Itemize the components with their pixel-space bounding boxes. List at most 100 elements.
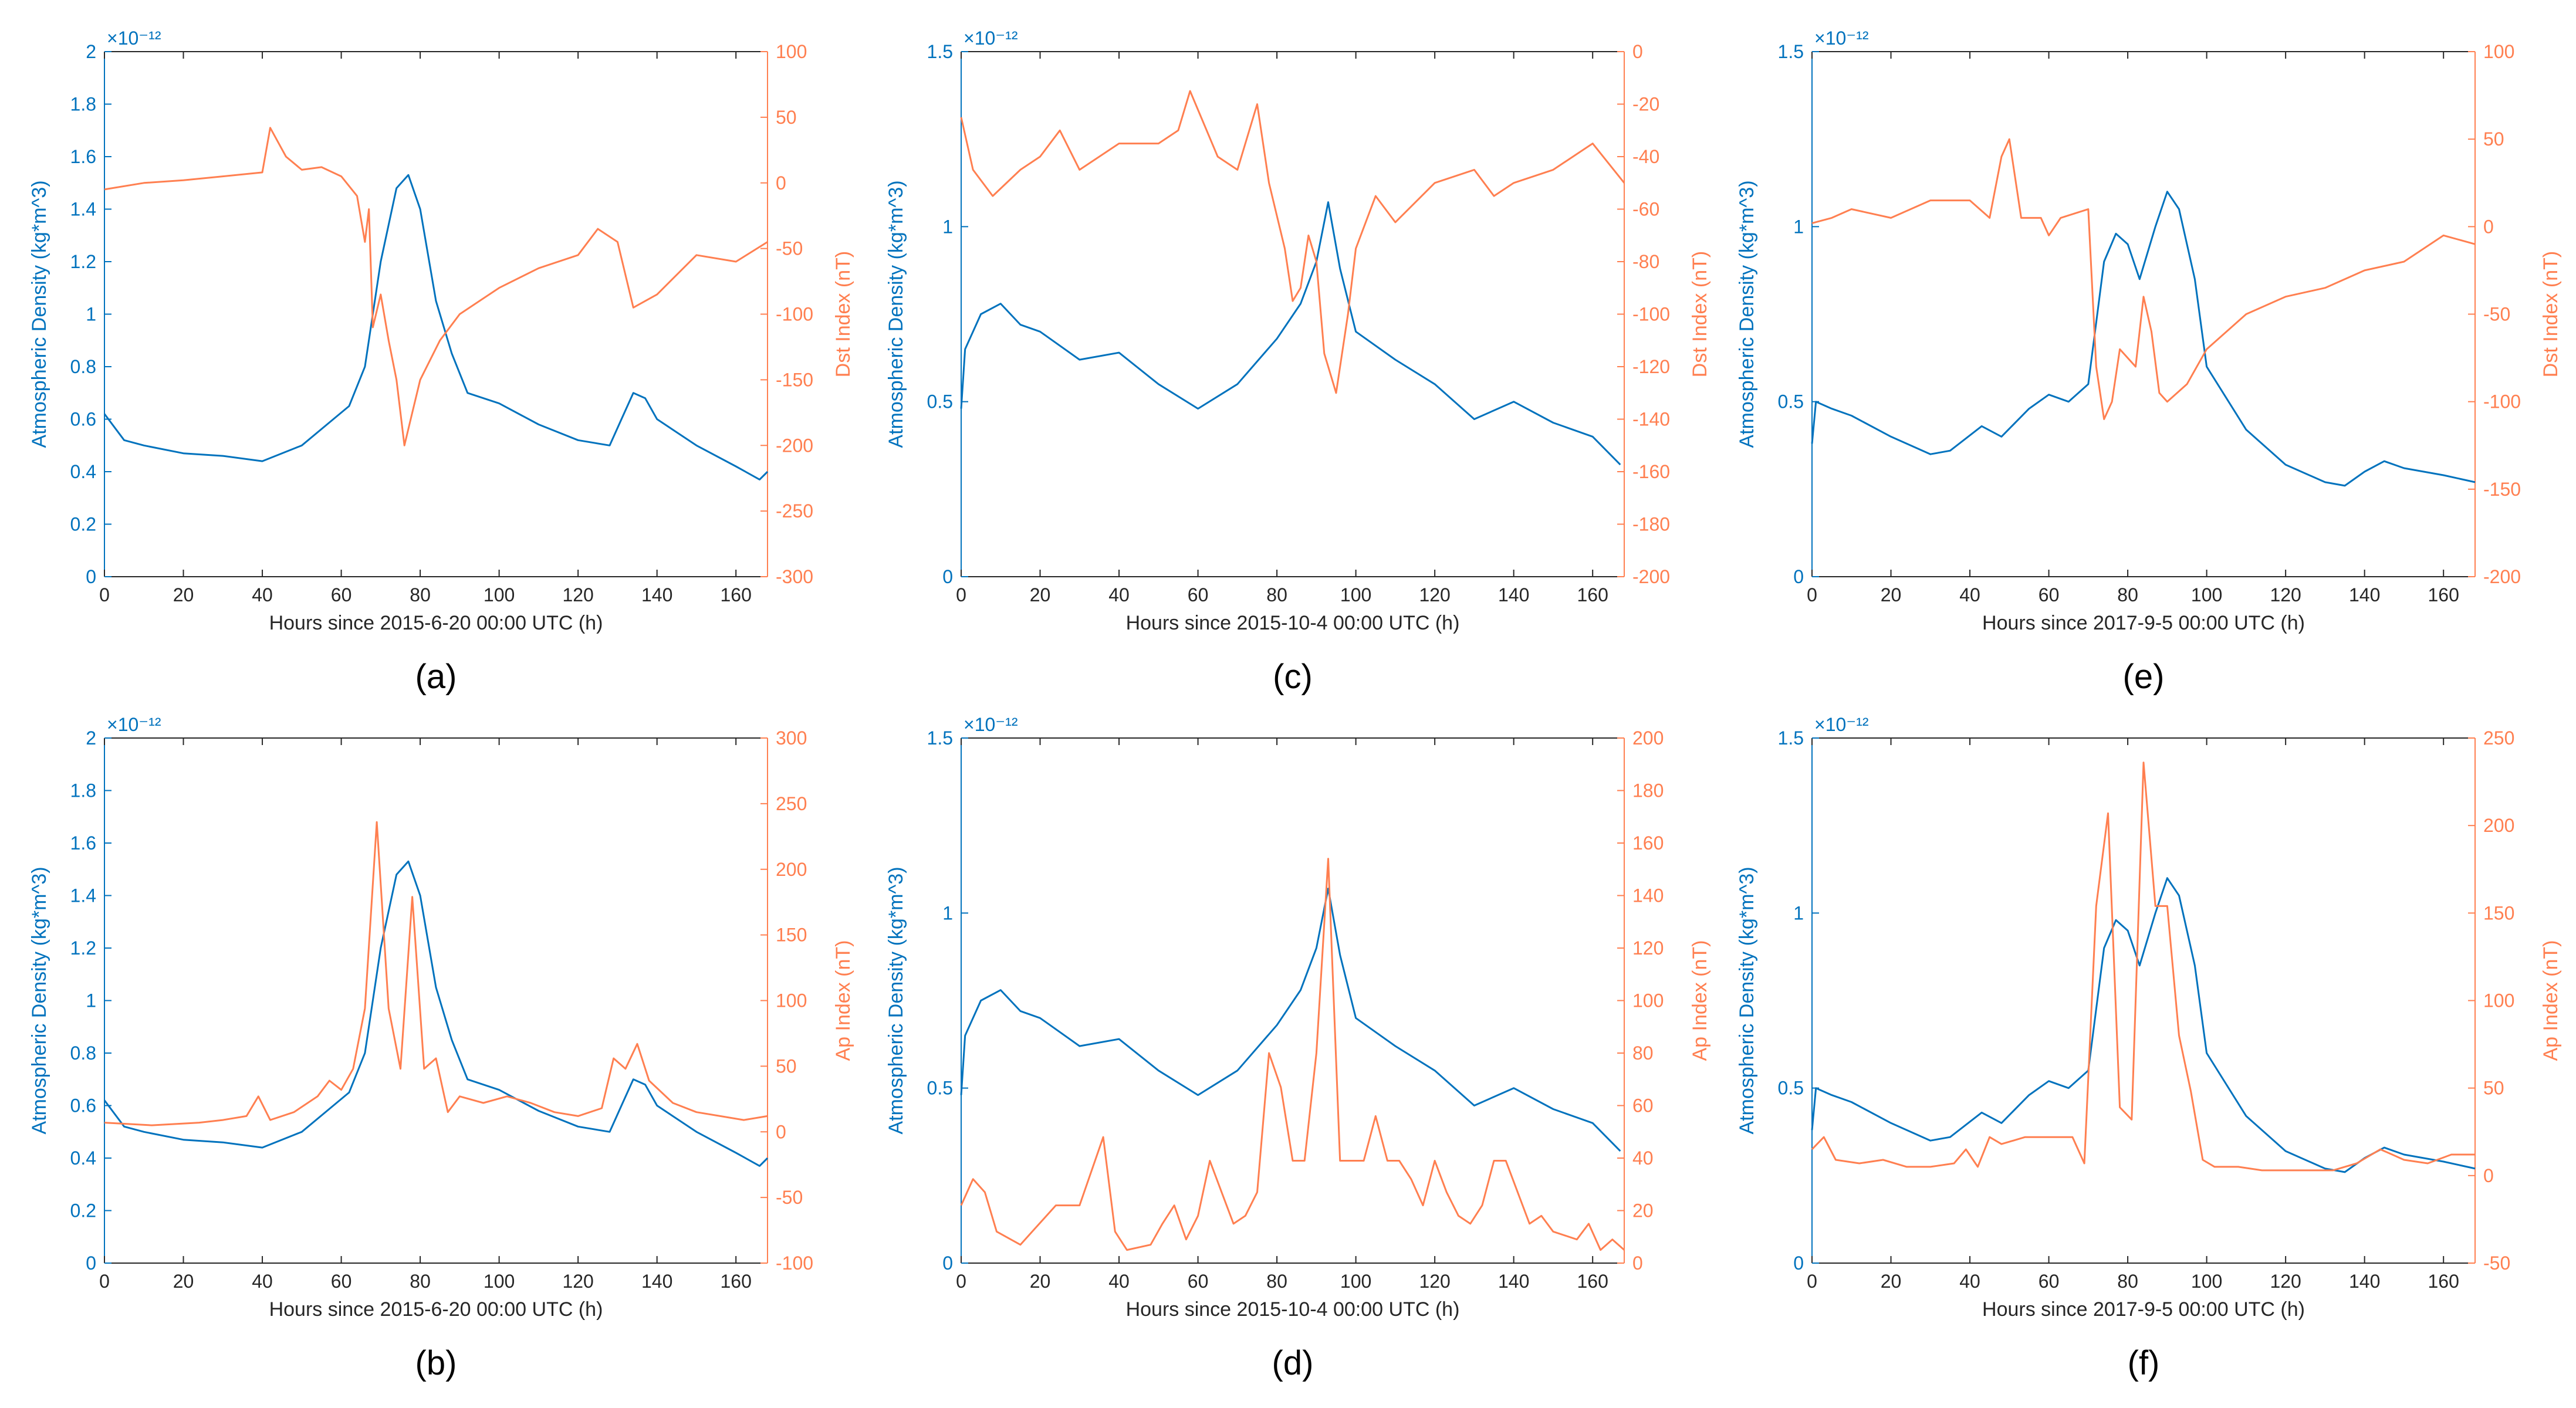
x-tick-label: 0 <box>956 1271 966 1292</box>
x-tick-label: 20 <box>1881 584 1902 605</box>
x-tick-label: 0 <box>99 1271 110 1292</box>
right-y-tick-label: 50 <box>776 1055 797 1077</box>
left-y-tick-label: 1 <box>1793 902 1804 923</box>
x-tick-label: 80 <box>2117 1271 2138 1292</box>
right-y-tick-label: 0 <box>776 172 786 194</box>
x-tick-label: 60 <box>1188 1271 1209 1292</box>
right-axis-label: Ap Index (nT) <box>2540 940 2562 1061</box>
x-tick-label: 120 <box>2270 1271 2301 1292</box>
panel-label: (f) <box>2128 1344 2160 1382</box>
right-y-tick-label: 150 <box>776 925 807 946</box>
x-tick-label: 120 <box>1419 1271 1450 1292</box>
index-series-line <box>960 858 1625 1251</box>
index-series-line <box>104 821 768 1126</box>
left-axis-exponent: ×10⁻¹² <box>107 714 161 735</box>
chart-b: 0 20 40 60 80 100 120 140 16000.20.40.60.811.21.… <box>28 714 854 1382</box>
left-y-tick-label: 0.8 <box>70 356 96 377</box>
density-series-line <box>103 174 769 480</box>
x-tick-label: 100 <box>1340 1271 1371 1292</box>
x-tick-label: 140 <box>1498 1271 1529 1292</box>
x-tick-label: 160 <box>2428 1271 2459 1292</box>
chart-f: 0 20 40 60 80 100 120 140 160 0 0.5 1 1.5 -50 0 50 100 15… <box>1736 714 2562 1382</box>
left-y-tick-label: 1 <box>86 304 96 325</box>
x-tick-label: 80 <box>2117 584 2138 605</box>
right-y-tick-label: 250 <box>776 793 807 814</box>
right-y-tick-label: 50 <box>2483 1078 2504 1099</box>
x-axis-label: Hours since 2015-10-4 00:00 UTC (h) <box>1126 612 1460 634</box>
right-y-tick-label: -20 <box>1632 94 1659 115</box>
right-y-tick-label: 100 <box>776 990 807 1011</box>
density-series-line <box>960 888 1621 1152</box>
x-tick-label: 100 <box>2191 584 2222 605</box>
left-y-tick-label: 0.5 <box>1778 391 1804 412</box>
x-tick-label: 140 <box>1498 584 1529 605</box>
x-tick-label: 40 <box>252 584 273 605</box>
left-y-tick-label: 0.5 <box>1778 1078 1804 1099</box>
x-tick-label: 0 <box>1807 584 1817 605</box>
right-y-tick-label: 0 <box>1632 1253 1643 1274</box>
left-axis-label: Atmospheric Density (kg*m^3) <box>28 180 50 448</box>
x-tick-label: 20 <box>1881 1271 1902 1292</box>
right-y-tick-label: -200 <box>2483 566 2521 587</box>
x-tick-label: 20 <box>173 584 194 605</box>
x-tick-label: 60 <box>331 1271 352 1292</box>
right-y-tick-label: 160 <box>1632 832 1664 854</box>
right-y-tick-label: 20 <box>1632 1200 1654 1221</box>
left-y-tick-label: 0.2 <box>70 514 96 535</box>
left-y-tick-label: 1.6 <box>70 832 96 854</box>
right-y-tick-label: -100 <box>776 1253 813 1274</box>
left-y-tick-label: 0.6 <box>70 409 96 430</box>
x-tick-label: 140 <box>2349 1271 2380 1292</box>
x-tick-label: 60 <box>331 584 352 605</box>
right-y-tick-label: 50 <box>776 107 797 128</box>
left-axis-label: Atmospheric Density (kg*m^3) <box>885 180 907 448</box>
right-y-tick-label: 0 <box>776 1121 786 1142</box>
left-y-tick-label: 1.5 <box>1778 41 1804 62</box>
x-tick-label: 160 <box>720 584 751 605</box>
x-tick-label: 100 <box>2191 1271 2222 1292</box>
right-y-tick-label: 100 <box>2483 41 2514 62</box>
left-y-tick-label: 0 <box>1793 1253 1804 1274</box>
x-tick-label: 140 <box>2349 584 2380 605</box>
x-axis-label: Hours since 2017-9-5 00:00 UTC (h) <box>1982 612 2305 634</box>
right-y-tick-label: -250 <box>776 500 813 522</box>
left-y-tick-label: 1.2 <box>70 937 96 959</box>
x-tick-label: 20 <box>1030 1271 1051 1292</box>
x-tick-label: 40 <box>1959 584 1980 605</box>
panel-label: (b) <box>415 1344 457 1382</box>
right-y-tick-label: -50 <box>776 1187 803 1208</box>
left-y-tick-label: 1 <box>86 990 96 1011</box>
left-y-tick-label: 0.4 <box>70 461 96 482</box>
right-y-tick-label: 200 <box>776 859 807 880</box>
x-tick-label: 160 <box>2428 584 2459 605</box>
left-axis-exponent: ×10⁻¹² <box>964 28 1018 49</box>
x-tick-label: 140 <box>641 584 672 605</box>
x-tick-label: 120 <box>1419 584 1450 605</box>
panel-label: (e) <box>2123 658 2165 696</box>
left-y-tick-label: 0 <box>942 1253 953 1274</box>
right-y-tick-label: -100 <box>776 304 813 325</box>
right-y-tick-label: 0 <box>1632 41 1643 62</box>
density-series-line <box>960 201 1621 466</box>
left-axis-exponent: ×10⁻¹² <box>107 28 161 49</box>
left-y-tick-label: 0 <box>1793 566 1804 587</box>
right-y-tick-label: 100 <box>1632 990 1664 1011</box>
right-axis-label: Dst Index (nT) <box>832 251 854 377</box>
right-y-tick-label: -120 <box>1632 356 1670 377</box>
x-tick-label: 120 <box>562 1271 593 1292</box>
right-y-tick-label: -40 <box>1632 146 1659 167</box>
right-y-tick-label: -100 <box>2483 391 2521 412</box>
left-axis-label: Atmospheric Density (kg*m^3) <box>885 867 907 1134</box>
left-axis-label: Atmospheric Density (kg*m^3) <box>1736 867 1758 1134</box>
x-tick-label: 20 <box>1030 584 1051 605</box>
x-tick-label: 60 <box>2039 1271 2060 1292</box>
right-y-tick-label: 100 <box>776 41 807 62</box>
x-axis-label: Hours since 2015-6-20 00:00 UTC (h) <box>269 612 603 634</box>
left-y-tick-label: 1.5 <box>927 41 953 62</box>
left-axis-exponent: ×10⁻¹² <box>1814 28 1869 49</box>
left-y-tick-label: 0.4 <box>70 1148 96 1169</box>
left-y-tick-label: 0 <box>942 566 953 587</box>
right-y-tick-label: -150 <box>776 369 813 390</box>
left-y-tick-label: 1 <box>942 902 953 923</box>
left-y-tick-label: 0 <box>86 1253 96 1274</box>
